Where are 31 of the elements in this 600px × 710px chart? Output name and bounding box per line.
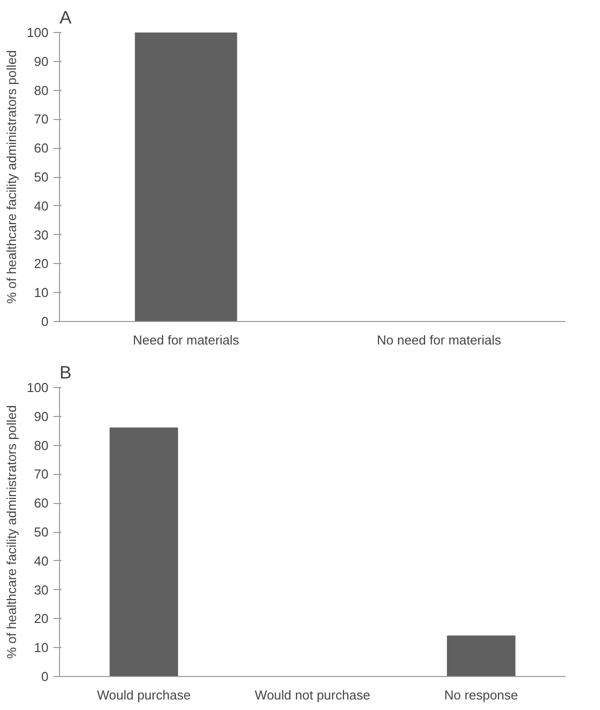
y-tick-label: 80: [34, 438, 49, 453]
y-tick-label: 80: [34, 82, 49, 98]
y-tick-label: 100: [26, 25, 49, 40]
y-tick-label: 90: [34, 54, 49, 69]
chart-title: A: [60, 8, 72, 28]
y-tick-label: 50: [34, 524, 49, 540]
y-tick-label: 10: [34, 640, 49, 656]
y-tick-label: 20: [34, 611, 49, 626]
y-tick-label: 20: [34, 256, 49, 272]
y-tick-label: 0: [41, 669, 49, 684]
y-tick-label: 30: [34, 227, 49, 242]
y-tick-label: 90: [34, 408, 49, 424]
y-tick-label: 60: [34, 140, 49, 156]
y-axis-title: % of healthcare facility administrators polled: [4, 50, 19, 304]
y-tick-label: 70: [34, 112, 49, 127]
x-tick-label: Would not purchase: [254, 688, 370, 702]
chart-title: B: [60, 362, 72, 382]
x-tick-label: Need for materials: [132, 332, 240, 348]
y-tick-label: 50: [34, 170, 49, 184]
y-tick-label: 40: [34, 198, 49, 214]
y-axis-title: % of healthcare facility administrators polled: [4, 405, 19, 659]
y-tick-label: 40: [34, 553, 49, 568]
y-tick-label: 30: [34, 582, 49, 598]
y-tick-label: 0: [41, 314, 49, 329]
y-tick-label: 100: [26, 380, 49, 395]
y-tick-label: 10: [34, 285, 49, 300]
y-tick-label: 60: [34, 496, 49, 511]
x-tick-label: No need for materials: [376, 332, 502, 348]
x-tick-label: Would purchase: [96, 688, 191, 702]
x-tick-label: No response: [444, 688, 518, 702]
y-tick-label: 70: [34, 466, 49, 482]
